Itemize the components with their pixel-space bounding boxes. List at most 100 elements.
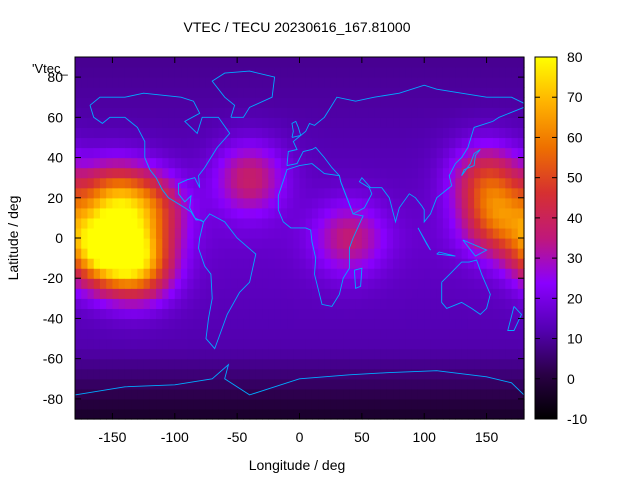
- heatmap-cell: [361, 97, 369, 108]
- heatmap-cell: [205, 77, 213, 88]
- heatmap-cell: [156, 217, 163, 229]
- heatmap-cell: [505, 197, 513, 209]
- heatmap-cell: [93, 67, 101, 78]
- heatmap-cell: [336, 308, 344, 320]
- heatmap-cell: [399, 97, 407, 108]
- heatmap-cell: [81, 318, 89, 330]
- heatmap-cell: [87, 348, 95, 360]
- heatmap-cell: [305, 227, 313, 239]
- heatmap-cell: [330, 238, 338, 249]
- heatmap-cell: [499, 328, 506, 340]
- heatmap-cell: [486, 318, 494, 330]
- heatmap-cell: [143, 258, 151, 269]
- heatmap-cell: [436, 408, 444, 420]
- heatmap-cell: [187, 197, 195, 209]
- heatmap-cell: [293, 157, 301, 169]
- heatmap-cell: [255, 127, 263, 139]
- heatmap-cell: [143, 57, 151, 68]
- heatmap-cell: [112, 117, 120, 128]
- heatmap-cell: [480, 147, 488, 159]
- heatmap-cell: [75, 157, 82, 169]
- heatmap-cell: [324, 288, 332, 299]
- heatmap-cell: [343, 187, 350, 199]
- heatmap-cell: [124, 67, 132, 78]
- heatmap-cell: [243, 378, 251, 390]
- heatmap-cell: [511, 157, 519, 169]
- heatmap-cell: [99, 127, 107, 139]
- heatmap-cell: [393, 217, 400, 229]
- heatmap-cell: [442, 187, 450, 199]
- heatmap-cell: [436, 248, 444, 259]
- heatmap-cell: [436, 227, 444, 239]
- heatmap-cell: [106, 97, 114, 108]
- heatmap-cell: [467, 187, 475, 199]
- heatmap-cell: [474, 298, 481, 309]
- heatmap-cell: [262, 308, 269, 320]
- heatmap-cell: [455, 258, 463, 269]
- heatmap-cell: [380, 177, 388, 189]
- heatmap-cell: [430, 77, 438, 88]
- heatmap-cell: [262, 378, 269, 390]
- heatmap-cell: [511, 258, 519, 269]
- heatmap-cell: [442, 147, 450, 159]
- heatmap-cell: [424, 298, 432, 309]
- heatmap-cell: [374, 308, 382, 320]
- heatmap-cell: [492, 187, 500, 199]
- heatmap-cell: [106, 197, 114, 209]
- heatmap-cell: [374, 147, 382, 159]
- heatmap-cell: [87, 308, 95, 320]
- heatmap-cell: [168, 388, 176, 400]
- heatmap-cell: [168, 87, 176, 98]
- heatmap-cell: [218, 368, 226, 380]
- y-tick-label: 20: [47, 190, 63, 206]
- heatmap-cell: [124, 368, 132, 380]
- heatmap-cell: [324, 308, 332, 320]
- heatmap-cell: [330, 67, 338, 78]
- heatmap-cell: [187, 167, 195, 179]
- heatmap-cell: [174, 398, 182, 410]
- heatmap-cell: [517, 187, 525, 199]
- heatmap-cell: [374, 268, 382, 279]
- heatmap-cell: [143, 187, 151, 199]
- heatmap-cell: [474, 107, 481, 118]
- heatmap-cell: [343, 308, 350, 320]
- heatmap-cell: [193, 398, 201, 410]
- heatmap-cell: [249, 398, 257, 410]
- heatmap-cell: [106, 127, 114, 139]
- heatmap-cell: [156, 338, 163, 350]
- heatmap-cell: [106, 157, 114, 169]
- heatmap-cell: [81, 137, 89, 149]
- heatmap-cell: [156, 177, 163, 189]
- heatmap-cell: [243, 67, 251, 78]
- heatmap-cell: [517, 217, 525, 229]
- heatmap-cell: [162, 358, 170, 370]
- heatmap-cell: [324, 408, 332, 420]
- heatmap-cell: [137, 207, 145, 219]
- heatmap-cell: [280, 368, 288, 380]
- heatmap-cell: [517, 258, 525, 269]
- heatmap-cell: [486, 398, 494, 410]
- heatmap-cell: [99, 368, 107, 380]
- heatmap-cell: [224, 187, 232, 199]
- heatmap-cell: [237, 268, 244, 279]
- heatmap-cell: [311, 248, 319, 259]
- heatmap-cell: [324, 197, 332, 209]
- heatmap-cell: [492, 248, 500, 259]
- heatmap-cell: [311, 97, 319, 108]
- heatmap-cell: [268, 378, 276, 390]
- heatmap-cell: [374, 217, 382, 229]
- heatmap-cell: [187, 207, 195, 219]
- heatmap-cell: [318, 308, 326, 320]
- heatmap-cell: [424, 87, 432, 98]
- heatmap-cell: [405, 238, 413, 249]
- heatmap-cell: [274, 87, 282, 98]
- heatmap-cell: [193, 308, 201, 320]
- heatmap-cell: [287, 157, 294, 169]
- heatmap-cell: [274, 248, 282, 259]
- heatmap-cell: [411, 308, 419, 320]
- heatmap-cell: [75, 288, 82, 299]
- heatmap-cell: [361, 288, 369, 299]
- heatmap-cell: [255, 398, 263, 410]
- heatmap-cell: [405, 177, 413, 189]
- heatmap-cell: [280, 167, 288, 179]
